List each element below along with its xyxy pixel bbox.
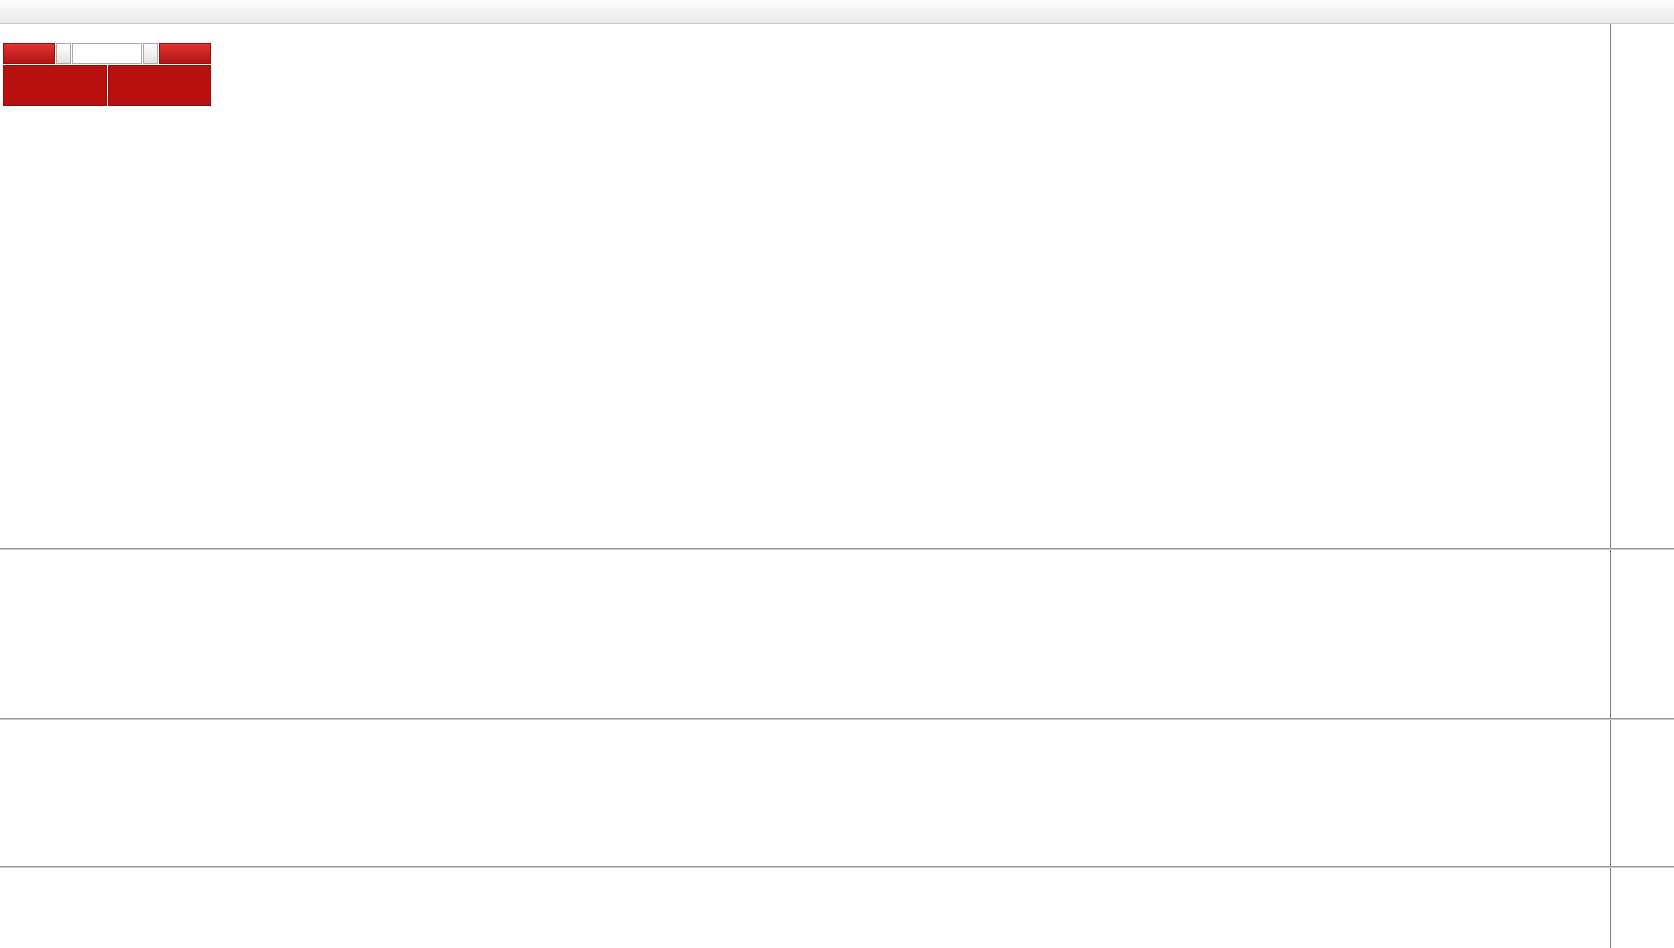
rsi-panel[interactable] [0, 720, 1610, 866]
volume-decrease-button[interactable] [56, 43, 71, 64]
time-axis-separator [0, 866, 1674, 868]
macd-panel[interactable] [0, 550, 1610, 718]
buy-price-panel[interactable] [107, 65, 211, 106]
one-click-trading-widget [3, 43, 211, 106]
time-axis[interactable] [0, 868, 1610, 892]
sell-button[interactable] [3, 43, 55, 64]
volume-increase-button[interactable] [143, 43, 158, 64]
buy-button[interactable] [159, 43, 211, 64]
macd-splitter[interactable] [0, 548, 1674, 550]
price-axis[interactable] [1610, 24, 1674, 948]
sell-price-panel[interactable] [3, 65, 107, 106]
volume-input[interactable] [72, 43, 142, 64]
main-chart[interactable] [0, 24, 1610, 548]
toolbar [0, 0, 1674, 24]
rsi-splitter[interactable] [0, 718, 1674, 720]
